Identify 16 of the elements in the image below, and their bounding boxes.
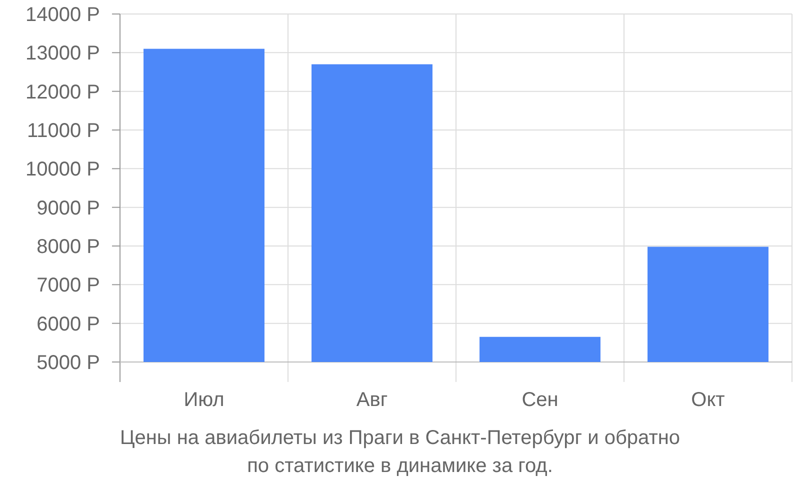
y-tick-label: 11000 Р (26, 120, 100, 142)
text: по статистике в динамике за год. (247, 455, 553, 477)
y-tick-label: 9000 Р (36, 197, 100, 220)
y-tick-label: 13000 Р (25, 42, 100, 65)
y-tick-label: 5000 Р (36, 352, 100, 374)
y-tick-label: 12000 Р (25, 81, 100, 104)
y-tick-label: 6000 Р (36, 313, 100, 336)
x-tick-label: Авг (356, 389, 388, 411)
x-tick-label: Сен (522, 389, 558, 411)
y-tick-label: 8000 Р (36, 236, 100, 258)
y-tick-label: 10000 Р (25, 158, 100, 181)
y-tick-label: 14000 Р (25, 4, 100, 26)
x-tick-label: Окт (691, 389, 725, 411)
text: Цены на авиабилеты из Праги в Санкт-Петербург и обратно (120, 427, 680, 449)
y-tick-label: 7000 Р (36, 274, 100, 297)
x-tick-label: Июл (184, 389, 224, 411)
